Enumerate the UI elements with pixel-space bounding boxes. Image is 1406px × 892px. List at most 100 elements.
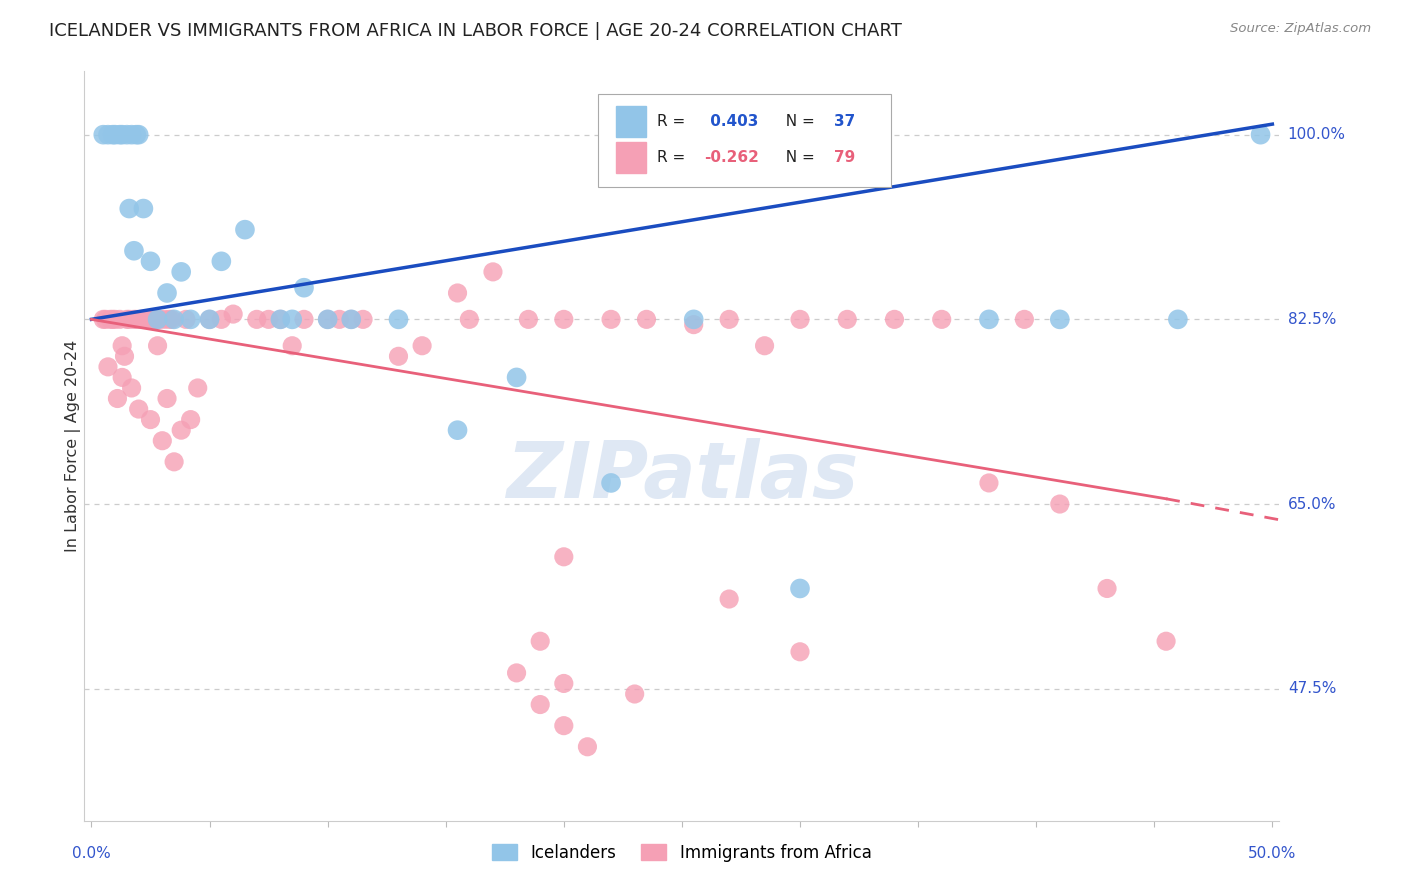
Point xyxy=(789,312,811,326)
Point xyxy=(128,128,150,142)
Point xyxy=(98,312,121,326)
Point xyxy=(316,312,339,326)
Point xyxy=(132,202,155,216)
Point xyxy=(718,312,741,326)
Point xyxy=(101,128,124,142)
Point xyxy=(153,312,176,326)
Point xyxy=(411,339,433,353)
Bar xyxy=(616,106,647,137)
Point xyxy=(328,312,350,326)
Point xyxy=(505,665,527,680)
Point xyxy=(128,402,150,417)
Text: ICELANDER VS IMMIGRANTS FROM AFRICA IN LABOR FORCE | AGE 20-24 CORRELATION CHART: ICELANDER VS IMMIGRANTS FROM AFRICA IN L… xyxy=(49,22,903,40)
Point xyxy=(233,222,256,236)
Point xyxy=(104,128,127,142)
Y-axis label: In Labor Force | Age 20-24: In Labor Force | Age 20-24 xyxy=(65,340,82,552)
Point xyxy=(163,312,186,326)
Point xyxy=(111,370,134,384)
Text: 0.403: 0.403 xyxy=(704,114,758,129)
Point xyxy=(458,312,481,326)
Point xyxy=(837,312,859,326)
Point xyxy=(682,318,704,332)
Point xyxy=(281,339,304,353)
Point xyxy=(114,349,136,363)
Point xyxy=(118,202,141,216)
Point xyxy=(517,312,540,326)
Point xyxy=(1167,312,1189,326)
Text: ZIPatlas: ZIPatlas xyxy=(506,438,858,514)
Point xyxy=(149,312,172,326)
Text: N =: N = xyxy=(776,114,820,129)
Point xyxy=(281,312,304,326)
Point xyxy=(91,128,114,142)
Point xyxy=(340,312,363,326)
Point xyxy=(316,312,339,326)
Point xyxy=(135,312,157,326)
Legend: Icelanders, Immigrants from Africa: Icelanders, Immigrants from Africa xyxy=(485,838,879,869)
Point xyxy=(132,312,155,326)
Point xyxy=(931,312,953,326)
Point xyxy=(209,312,232,326)
Point xyxy=(129,312,152,326)
Text: 100.0%: 100.0% xyxy=(1288,128,1346,142)
Point xyxy=(553,549,575,564)
Text: -0.262: -0.262 xyxy=(704,150,759,165)
Point xyxy=(1049,312,1071,326)
Point xyxy=(505,370,527,384)
Point xyxy=(209,254,232,268)
Point xyxy=(157,312,180,326)
Point xyxy=(91,312,114,326)
Point xyxy=(387,349,409,363)
Point xyxy=(108,312,131,326)
Text: 37: 37 xyxy=(834,114,855,129)
Point xyxy=(529,698,551,712)
Point xyxy=(1250,128,1272,142)
Point xyxy=(292,312,315,326)
Point xyxy=(718,592,741,607)
Point xyxy=(121,128,143,142)
Point xyxy=(600,475,623,490)
Point xyxy=(170,423,193,437)
Point xyxy=(269,312,291,326)
Point xyxy=(101,312,124,326)
Point xyxy=(122,244,145,258)
Point xyxy=(600,312,623,326)
Point xyxy=(160,312,183,326)
Point xyxy=(387,312,409,326)
Point xyxy=(883,312,905,326)
Point xyxy=(122,312,145,326)
Text: 79: 79 xyxy=(834,150,855,165)
Point xyxy=(111,339,134,353)
Point xyxy=(142,312,165,326)
Point xyxy=(576,739,599,754)
Point xyxy=(108,128,131,142)
Point xyxy=(150,434,173,448)
Point xyxy=(977,475,1000,490)
Point xyxy=(125,312,148,326)
Text: N =: N = xyxy=(776,150,820,165)
Point xyxy=(146,339,169,353)
Text: R =: R = xyxy=(657,150,690,165)
Point xyxy=(482,265,505,279)
Point xyxy=(446,423,468,437)
Point xyxy=(107,392,129,406)
Point xyxy=(198,312,221,326)
Point xyxy=(180,312,202,326)
Point xyxy=(789,582,811,596)
Point xyxy=(340,312,363,326)
Point xyxy=(146,312,169,326)
Point xyxy=(156,285,179,300)
Point xyxy=(174,312,197,326)
Point xyxy=(292,281,315,295)
Text: Source: ZipAtlas.com: Source: ZipAtlas.com xyxy=(1230,22,1371,36)
Text: 0.0%: 0.0% xyxy=(72,846,111,861)
Text: 65.0%: 65.0% xyxy=(1288,497,1336,511)
Point xyxy=(222,307,245,321)
Bar xyxy=(616,142,647,173)
Point xyxy=(553,312,575,326)
Point xyxy=(977,312,1000,326)
Point xyxy=(111,128,134,142)
Point xyxy=(636,312,658,326)
Point xyxy=(246,312,269,326)
Point xyxy=(1154,634,1177,648)
